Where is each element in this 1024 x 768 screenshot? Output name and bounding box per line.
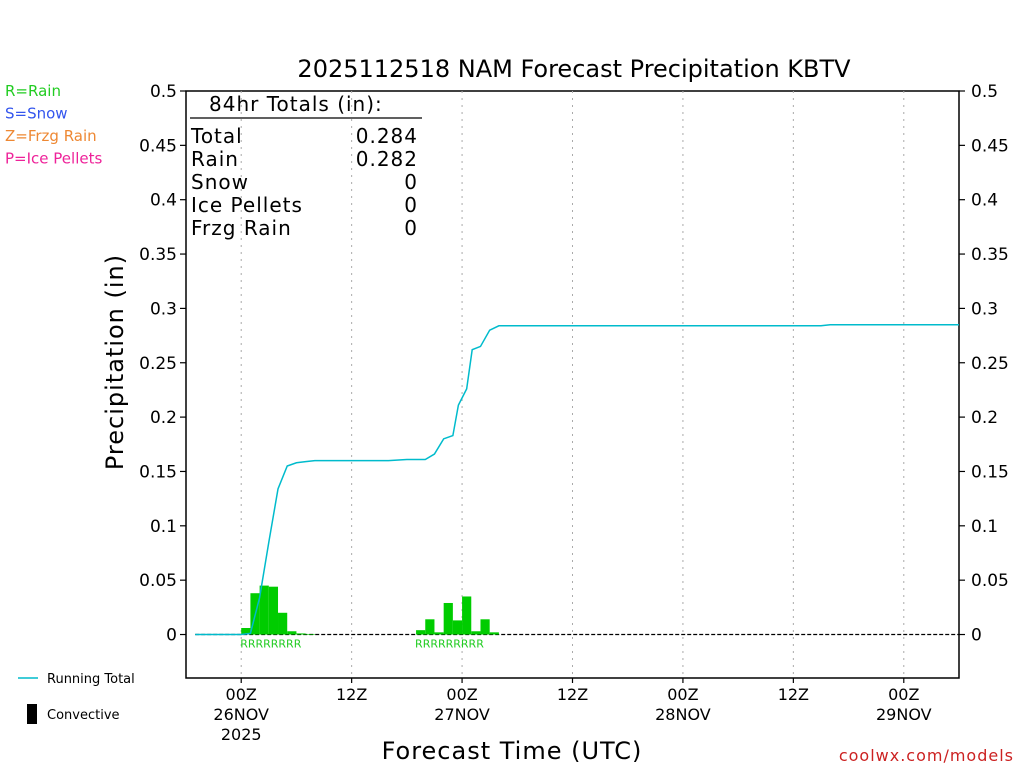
precip-type-legend-item: R=Rain bbox=[5, 82, 61, 100]
precip-bar bbox=[296, 633, 306, 635]
precip-bar bbox=[462, 596, 472, 635]
x-tick-label: 28NOV bbox=[655, 705, 711, 724]
y-tick-label-left: 0.25 bbox=[139, 354, 177, 374]
y-tick-label-left: 0.3 bbox=[150, 299, 177, 319]
y-tick-label-right: 0.05 bbox=[971, 571, 1009, 591]
x-tick-label: 26NOV bbox=[213, 705, 269, 724]
x-tick-label: 00Z bbox=[226, 685, 257, 704]
totals-row-value: 0 bbox=[404, 170, 418, 194]
totals-header: 84hr Totals (in): bbox=[209, 92, 383, 116]
totals-row-value: 0 bbox=[404, 216, 418, 240]
y-tick-label-right: 0.1 bbox=[971, 517, 998, 537]
x-tick-label: 29NOV bbox=[876, 705, 932, 724]
precip-type-legend: R=Rain S=Snow Z=Frzg Rain P=Ice Pellets bbox=[5, 82, 102, 168]
precip-type-legend-item: P=Ice Pellets bbox=[5, 150, 102, 168]
series-legend: Running Total Convective bbox=[18, 672, 135, 724]
y-axis-label: Precipitation (in) bbox=[101, 254, 129, 470]
y-tick-label-right: 0.3 bbox=[971, 299, 998, 319]
y-tick-label-right: 0 bbox=[971, 626, 982, 646]
x-tick-label: 00Z bbox=[667, 685, 698, 704]
y-tick-label-right: 0.35 bbox=[971, 245, 1009, 265]
totals-row-label: Rain bbox=[191, 147, 239, 171]
y-tick-label-left: 0.15 bbox=[139, 462, 177, 482]
series-legend-label: Convective bbox=[47, 708, 120, 723]
precip-bar bbox=[489, 632, 499, 635]
y-tick-label-right: 0.2 bbox=[971, 408, 998, 428]
precip-type-legend-item: Z=Frzg Rain bbox=[5, 127, 97, 145]
series-legend-label: Running Total bbox=[47, 672, 135, 687]
x-tick-label: 27NOV bbox=[434, 705, 490, 724]
precip-type-row: RRRRRRRRR bbox=[415, 638, 484, 651]
y-tick-label-left: 0.1 bbox=[150, 517, 177, 537]
precip-bar bbox=[425, 619, 435, 635]
y-tick-label-left: 0.2 bbox=[150, 408, 177, 428]
precip-bar bbox=[268, 586, 279, 635]
totals-row-label: Frzg Rain bbox=[191, 216, 292, 240]
precip-bar bbox=[443, 602, 453, 635]
precip-bar bbox=[480, 619, 490, 635]
precip-bar bbox=[259, 585, 269, 635]
x-tick-label: 00Z bbox=[888, 685, 919, 704]
y-tick-label-right: 0.45 bbox=[971, 136, 1009, 156]
x-tick-label: 2025 bbox=[221, 725, 262, 744]
precip-bar bbox=[287, 631, 297, 635]
totals-row-label: Ice Pellets bbox=[191, 193, 303, 217]
totals-row-value: 0.284 bbox=[356, 124, 418, 148]
chart-title: 2025112518 NAM Forecast Precipitation KB… bbox=[297, 55, 851, 83]
y-tick-label-left: 0.35 bbox=[139, 245, 177, 265]
y-tick-label-left: 0.05 bbox=[139, 571, 177, 591]
grid-layer bbox=[240, 91, 905, 678]
precip-bar bbox=[434, 632, 444, 635]
y-tick-label-right: 0.4 bbox=[971, 191, 998, 211]
y-tick-layer: 0 00.05 0.050.1 0.10.15 0.150.2 0.20.25 0.250.… bbox=[139, 82, 1009, 646]
watermark: coolwx.com/models bbox=[839, 746, 1014, 765]
convective-legend-swatch bbox=[27, 704, 37, 724]
precip-bar bbox=[305, 633, 315, 635]
y-tick-label-left: 0.4 bbox=[150, 191, 177, 211]
totals-row-value: 0 bbox=[404, 193, 418, 217]
precip-bar bbox=[278, 612, 288, 635]
precip-bar bbox=[416, 630, 426, 635]
totals-row-value: 0.282 bbox=[356, 147, 418, 171]
running-total-line bbox=[195, 323, 959, 636]
y-tick-label-left: 0.45 bbox=[139, 136, 177, 156]
y-tick-label-left: 0 bbox=[166, 626, 177, 646]
totals-row-label: Snow bbox=[191, 170, 249, 194]
precip-bar bbox=[452, 620, 463, 635]
x-tick-label: 00Z bbox=[446, 685, 477, 704]
precip-type-row: RRRRRRRR bbox=[240, 638, 302, 651]
precip-bar bbox=[471, 631, 481, 635]
y-tick-label-right: 0.5 bbox=[971, 82, 998, 102]
x-tick-label: 12Z bbox=[336, 685, 367, 704]
bar-layer bbox=[241, 585, 499, 635]
y-tick-label-right: 0.15 bbox=[971, 462, 1009, 482]
x-axis-label: Forecast Time (UTC) bbox=[382, 737, 643, 765]
totals-row-label: Total bbox=[190, 124, 243, 148]
y-tick-label-left: 0.5 bbox=[150, 82, 177, 102]
totals-box: 84hr Totals (in): Total 0.284 Rain 0.282 Sno… bbox=[190, 92, 422, 240]
x-tick-label: 12Z bbox=[557, 685, 588, 704]
ptype-layer: RRRRRRRR RRRRRRRRR bbox=[240, 638, 484, 651]
line-layer bbox=[195, 323, 959, 636]
precip-bar bbox=[241, 628, 251, 635]
x-tick-label: 12Z bbox=[778, 685, 809, 704]
y-tick-label-right: 0.25 bbox=[971, 354, 1009, 374]
precip-type-legend-item: S=Snow bbox=[5, 105, 68, 123]
